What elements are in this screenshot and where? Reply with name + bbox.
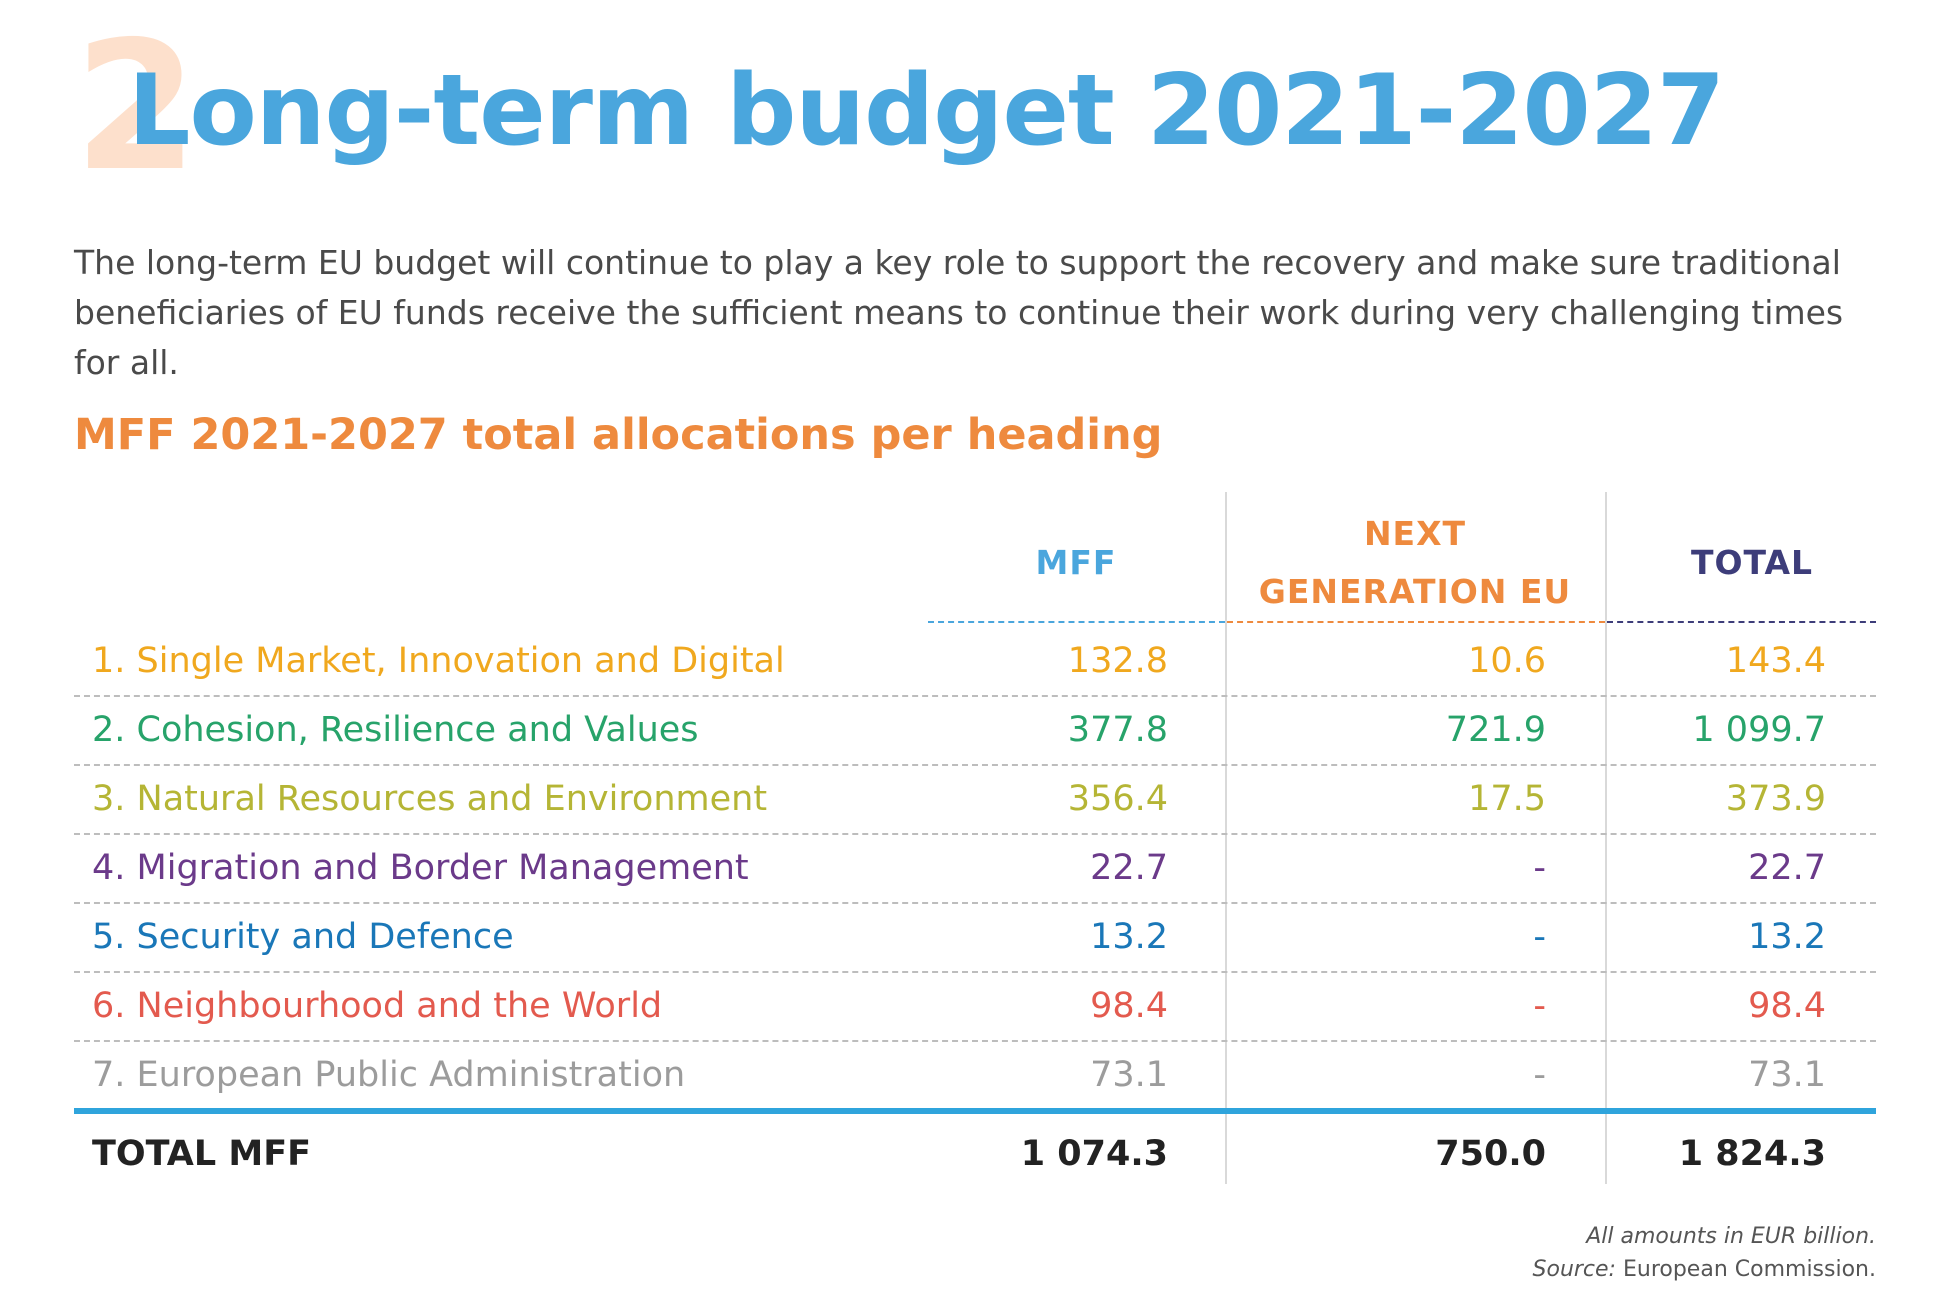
row-separator xyxy=(74,971,1876,973)
row-total-value: 22.7 xyxy=(1748,848,1826,888)
total-mff-value: 1 074.3 xyxy=(1020,1134,1168,1174)
column-header-total: TOTAL xyxy=(1690,543,1814,582)
row-separator xyxy=(74,764,1876,766)
source-label: Source: xyxy=(1532,1257,1616,1282)
row-separator xyxy=(74,833,1876,835)
row-ngeu-value: - xyxy=(1533,1055,1546,1095)
row-ngeu-value: - xyxy=(1533,986,1546,1026)
column-header-next-generation-eu: NEXT GENERATION EU xyxy=(1227,505,1603,621)
table-row: 1. Single Market, Innovation and Digital… xyxy=(74,627,1876,695)
row-label: 3. Natural Resources and Environment xyxy=(92,779,768,819)
row-separator xyxy=(74,695,1876,697)
header-underline-ngeu xyxy=(1227,621,1605,623)
row-ngeu-value: - xyxy=(1533,917,1546,957)
column-header-ngeu-line2: GENERATION EU xyxy=(1258,572,1572,611)
table-row: 7. European Public Administration 73.1 -… xyxy=(74,1041,1876,1109)
row-mff-value: 98.4 xyxy=(1090,986,1168,1026)
row-ngeu-value: 721.9 xyxy=(1445,710,1546,750)
total-label: TOTAL MFF xyxy=(92,1134,312,1174)
table-row: 3. Natural Resources and Environment 356… xyxy=(74,765,1876,833)
table-title: MFF 2021-2027 total allocations per head… xyxy=(74,410,1163,460)
column-header-ngeu-line1: NEXT xyxy=(1363,514,1467,553)
amounts-note: All amounts in EUR billion. xyxy=(1586,1224,1876,1249)
row-total-value: 13.2 xyxy=(1748,917,1826,957)
row-ngeu-value: 10.6 xyxy=(1468,641,1546,681)
source-value: European Commission. xyxy=(1615,1257,1876,1282)
table-row: 4. Migration and Border Management 22.7 … xyxy=(74,834,1876,902)
table-row: 5. Security and Defence 13.2 - 13.2 xyxy=(74,903,1876,971)
row-mff-value: 73.1 xyxy=(1090,1055,1168,1095)
row-total-value: 98.4 xyxy=(1748,986,1826,1026)
row-total-value: 1 099.7 xyxy=(1692,710,1826,750)
column-divider-2 xyxy=(1605,492,1607,1184)
section-number: 2 xyxy=(74,3,198,210)
total-divider-bar xyxy=(74,1108,1876,1114)
row-mff-value: 356.4 xyxy=(1067,779,1168,819)
table-row: 6. Neighbourhood and the World 98.4 - 98… xyxy=(74,972,1876,1040)
table-row: 2. Cohesion, Resilience and Values 377.8… xyxy=(74,696,1876,764)
row-label: 1. Single Market, Innovation and Digital xyxy=(92,641,785,681)
row-label: 4. Migration and Border Management xyxy=(92,848,749,888)
row-label: 7. European Public Administration xyxy=(92,1055,686,1095)
row-label: 6. Neighbourhood and the World xyxy=(92,986,663,1026)
row-ngeu-value: - xyxy=(1533,848,1546,888)
header-underline-total xyxy=(1607,621,1876,623)
total-total-value: 1 824.3 xyxy=(1678,1134,1826,1174)
page-title: Long-term budget 2021-2027 xyxy=(128,54,1725,168)
row-mff-value: 13.2 xyxy=(1090,917,1168,957)
row-ngeu-value: 17.5 xyxy=(1468,779,1546,819)
intro-paragraph: The long-term EU budget will continue to… xyxy=(74,243,1844,382)
row-separator xyxy=(74,902,1876,904)
row-total-value: 73.1 xyxy=(1748,1055,1826,1095)
header-underline-mff xyxy=(928,621,1225,623)
total-ngeu-value: 750.0 xyxy=(1435,1134,1546,1174)
row-mff-value: 377.8 xyxy=(1067,710,1168,750)
row-total-value: 373.9 xyxy=(1725,779,1826,819)
column-divider-1 xyxy=(1225,492,1227,1184)
row-separator xyxy=(74,1040,1876,1042)
row-mff-value: 132.8 xyxy=(1067,641,1168,681)
row-label: 2. Cohesion, Resilience and Values xyxy=(92,710,699,750)
total-row: TOTAL MFF 1 074.3 750.0 1 824.3 xyxy=(74,1120,1876,1188)
source-note: Source: European Commission. xyxy=(1533,1257,1876,1282)
amounts-note-text: All amounts in EUR billion. xyxy=(1586,1224,1876,1249)
row-mff-value: 22.7 xyxy=(1090,848,1168,888)
row-label: 5. Security and Defence xyxy=(92,917,514,957)
column-header-mff: MFF xyxy=(1035,543,1117,582)
row-total-value: 143.4 xyxy=(1725,641,1826,681)
